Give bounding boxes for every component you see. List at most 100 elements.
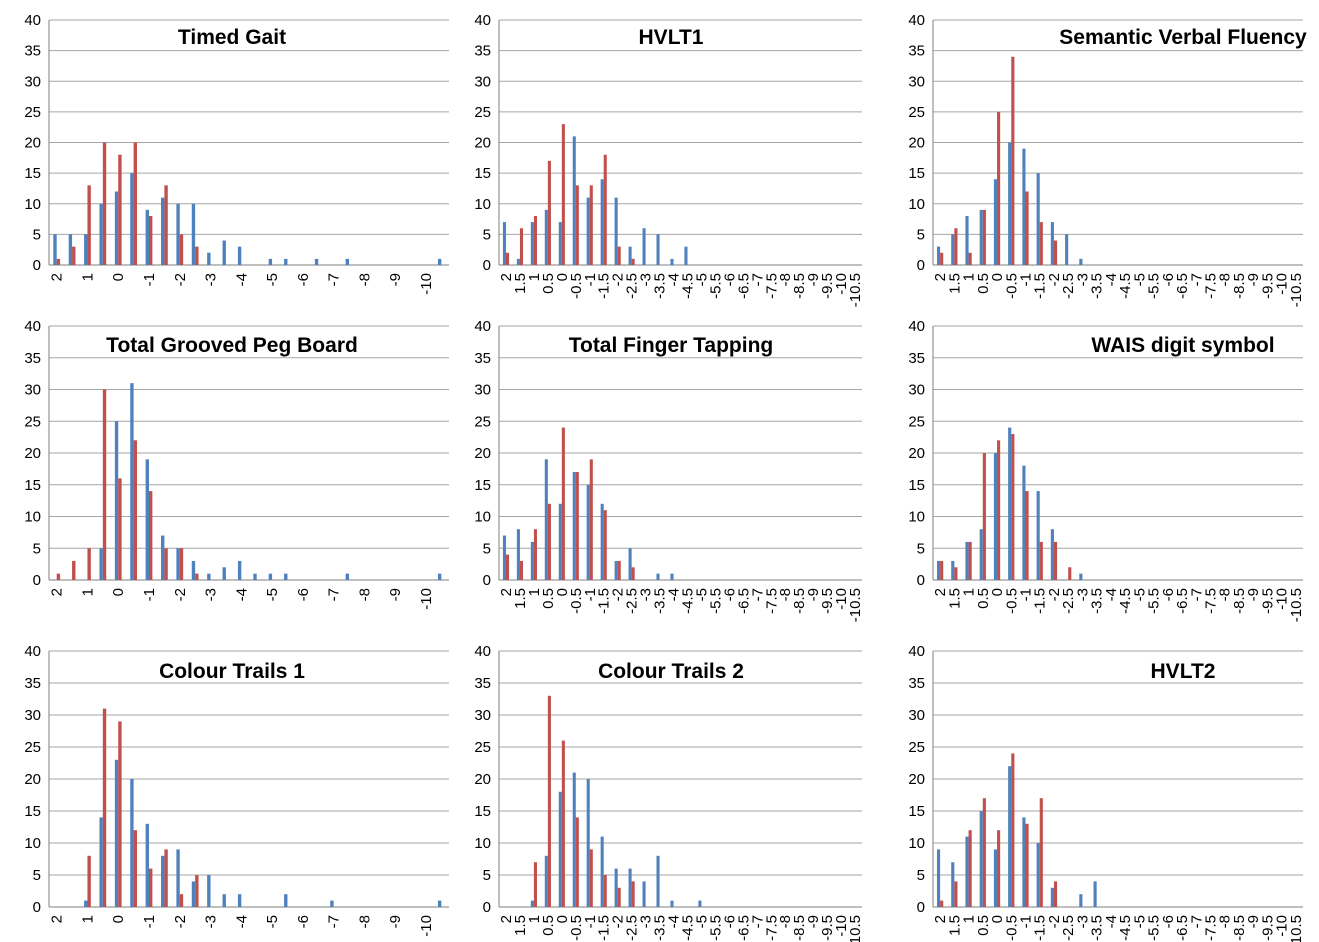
bar — [191, 203, 196, 265]
x-tick-label: -7 — [326, 915, 343, 928]
bar — [586, 779, 590, 907]
x-tick-label: -9 — [387, 588, 404, 601]
x-tick-label: -1.5 — [1032, 273, 1049, 299]
bar — [530, 900, 534, 907]
bar — [437, 258, 442, 265]
bar — [84, 900, 88, 907]
bar — [561, 740, 565, 907]
bar — [670, 258, 674, 265]
y-tick-label: 25 — [24, 104, 41, 121]
bar — [547, 503, 551, 580]
y-tick-label: 15 — [24, 803, 41, 820]
y-tick-label: 5 — [917, 226, 925, 243]
x-tick-label: 1 — [961, 273, 978, 281]
y-tick-label: 40 — [24, 318, 41, 335]
bar — [87, 548, 91, 580]
x-tick-label: 1 — [526, 915, 543, 923]
y-tick-label: 30 — [24, 707, 41, 724]
bar — [149, 868, 153, 907]
bar — [575, 472, 579, 580]
x-tick-label: -2 — [1046, 915, 1063, 928]
x-tick-label: -7.5 — [763, 273, 780, 299]
bar — [979, 811, 983, 907]
bar — [965, 836, 969, 907]
bar — [161, 855, 165, 907]
y-tick-label: 35 — [24, 43, 41, 60]
x-tick-label: -10 — [418, 915, 435, 937]
y-tick-label: 40 — [908, 12, 925, 29]
x-tick-label: -6 — [1160, 588, 1177, 601]
x-tick-label: -10.5 — [1288, 588, 1305, 622]
bar — [547, 160, 551, 265]
y-tick-label: 30 — [474, 73, 491, 90]
x-tick-label: -8.5 — [791, 273, 808, 299]
y-tick-label: 0 — [483, 572, 491, 589]
y-tick-label: 10 — [24, 835, 41, 852]
x-tick-label: -1.5 — [1032, 915, 1049, 941]
x-tick-label: -2 — [610, 588, 627, 601]
x-tick-label: -6.5 — [735, 915, 752, 941]
x-tick-label: -9 — [805, 915, 822, 928]
y-tick-label: 15 — [24, 477, 41, 494]
x-tick-label: -3 — [203, 915, 220, 928]
bar — [1050, 887, 1054, 907]
x-tick-label: -7 — [749, 273, 766, 286]
bar — [954, 228, 958, 265]
x-tick-label: -8.5 — [791, 915, 808, 941]
bar — [1039, 541, 1043, 580]
bar — [1011, 753, 1015, 907]
x-tick-label: -7.5 — [763, 915, 780, 941]
y-tick-label: 30 — [908, 73, 925, 90]
x-tick-label: -2.5 — [1060, 588, 1077, 614]
x-tick-label: -3.5 — [652, 915, 669, 941]
bar — [237, 246, 242, 265]
x-tick-label: -9 — [1245, 273, 1262, 286]
bar — [979, 529, 983, 580]
x-tick-label: -1 — [141, 588, 158, 601]
bar — [118, 721, 122, 907]
x-tick-label: -7 — [749, 915, 766, 928]
x-tick-label: -6.5 — [735, 588, 752, 614]
y-tick-label: 20 — [474, 771, 491, 788]
x-tick-label: -5 — [264, 588, 281, 601]
y-tick-label: 15 — [908, 477, 925, 494]
x-tick-label: 1 — [526, 273, 543, 281]
bar — [628, 246, 632, 265]
y-tick-label: 25 — [24, 739, 41, 756]
bar — [951, 862, 955, 907]
x-tick-label: 1.5 — [512, 915, 529, 936]
bar — [533, 529, 537, 580]
chart-title: Colour Trails 1 — [159, 660, 305, 683]
x-tick-label: -6.5 — [1174, 915, 1191, 941]
bar — [191, 881, 196, 907]
bar — [617, 246, 621, 265]
bar — [936, 246, 941, 265]
x-tick-label: -10 — [1274, 273, 1291, 295]
bar — [345, 258, 349, 265]
y-tick-label: 0 — [917, 899, 925, 916]
x-tick-label: -2.5 — [624, 273, 641, 299]
x-tick-label: -8 — [356, 915, 373, 928]
x-tick-label: 1.5 — [946, 273, 963, 294]
bar — [600, 836, 604, 907]
y-tick-label: 20 — [474, 445, 491, 462]
x-tick-label: -9 — [1245, 915, 1262, 928]
x-tick-label: -5 — [693, 273, 710, 286]
x-tick-label: -10.5 — [847, 273, 864, 307]
bar — [631, 881, 635, 907]
bar — [533, 862, 537, 907]
bar — [997, 830, 1001, 907]
x-tick-label: -3 — [203, 588, 220, 601]
bar — [133, 142, 137, 265]
x-tick-label: 0.5 — [975, 588, 992, 609]
y-tick-label: 5 — [483, 540, 491, 557]
bar — [1022, 148, 1026, 265]
bar — [642, 228, 646, 265]
bar — [561, 124, 565, 265]
x-tick-label: -5 — [264, 915, 281, 928]
x-tick-label: -1 — [1018, 273, 1035, 286]
y-tick-label: 40 — [474, 12, 491, 29]
bar — [207, 875, 211, 907]
bar — [268, 258, 273, 265]
